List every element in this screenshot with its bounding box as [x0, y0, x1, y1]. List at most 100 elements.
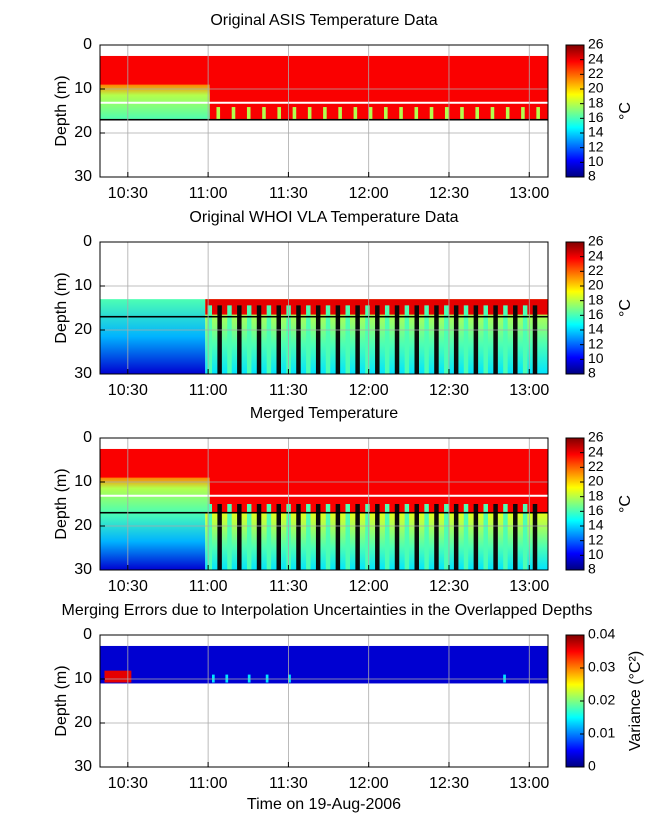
field-region — [483, 305, 488, 374]
field-region — [483, 504, 488, 570]
chart-title: Merging Errors due to Interpolation Unce… — [62, 602, 593, 619]
x-tick-label: 13:00 — [509, 382, 549, 399]
field-region — [463, 305, 469, 374]
colorbar-tick-label: 14 — [588, 517, 604, 533]
y-tick-label: 0 — [83, 36, 92, 53]
field-region — [325, 504, 331, 570]
field-region — [355, 504, 360, 570]
field-region — [424, 305, 429, 374]
field-region — [394, 504, 400, 570]
y-tick-label: 20 — [74, 517, 92, 534]
field-region — [353, 107, 358, 120]
colorbar — [565, 437, 585, 571]
colorbar-tick-label: 10 — [588, 546, 604, 562]
field-region — [100, 511, 548, 514]
field-region — [216, 107, 221, 120]
field-region — [292, 107, 297, 120]
colorbar-tick-label: 8 — [588, 561, 596, 577]
colorbar-tick-label: 0.03 — [588, 659, 615, 675]
x-axis-label: Time on 19-Aug-2006 — [247, 796, 401, 813]
field-region — [237, 305, 242, 374]
x-tick-label: 11:00 — [189, 578, 228, 595]
plot-frame — [99, 241, 549, 375]
field-region — [207, 504, 212, 570]
field-region — [256, 305, 262, 374]
colorbar-tick-label: 14 — [588, 124, 604, 140]
field-region — [335, 504, 341, 570]
y-tick-label: 10 — [74, 80, 92, 97]
field-region — [503, 504, 508, 570]
x-tick-label: 11:30 — [269, 382, 308, 399]
y-axis-label: Depth (m) — [53, 75, 70, 146]
field-region — [217, 305, 222, 374]
field-region — [414, 107, 419, 120]
field-region — [307, 107, 312, 120]
colorbar — [565, 44, 585, 178]
field-region — [444, 305, 449, 374]
field-region — [306, 504, 311, 570]
colorbar-tick-label: 20 — [588, 277, 604, 293]
field-region — [503, 305, 508, 374]
field-region — [414, 504, 419, 570]
colorbar-label: °C — [617, 299, 634, 317]
colorbar-tick-label: 12 — [588, 138, 604, 154]
colorbar-label: °C — [617, 495, 634, 513]
x-tick-label: 13:00 — [509, 775, 549, 792]
colorbar-tick-label: 24 — [588, 443, 604, 459]
y-tick-label: 10 — [74, 670, 92, 687]
colorbar-tick-label: 0 — [588, 758, 596, 774]
field-region — [434, 305, 439, 374]
field-region — [475, 107, 480, 120]
colorbar-tick-label: 0.02 — [588, 692, 615, 708]
x-tick-label: 11:00 — [189, 185, 228, 202]
field-region — [513, 504, 518, 570]
field-region — [246, 107, 251, 120]
chart-title: Original WHOI VLA Temperature Data — [189, 209, 458, 226]
field-region — [225, 674, 229, 683]
field-region — [266, 305, 272, 374]
y-tick-label: 30 — [74, 365, 92, 382]
field-region — [532, 305, 538, 374]
field-region — [335, 305, 341, 374]
field-region — [394, 305, 400, 374]
x-tick-label: 11:30 — [269, 185, 308, 202]
chart-title: Original ASIS Temperature Data — [210, 12, 437, 29]
field-region — [365, 504, 370, 570]
x-tick-label: 13:00 — [509, 185, 549, 202]
field-region — [473, 305, 479, 374]
colorbar-tick-label: 22 — [588, 65, 604, 81]
field-region — [227, 504, 232, 570]
field-region — [375, 305, 380, 374]
field-region — [306, 305, 311, 374]
plot-frame — [99, 437, 549, 571]
field-region — [384, 305, 390, 374]
field-region — [404, 305, 410, 374]
x-tick-label: 12:30 — [429, 382, 469, 399]
field-region — [345, 305, 350, 374]
x-tick-label: 12:30 — [429, 185, 469, 202]
colorbar-tick-label: 0.01 — [588, 725, 615, 741]
y-tick-label: 10 — [74, 473, 92, 490]
field-region — [265, 674, 269, 683]
field-region — [100, 118, 548, 121]
field-region — [217, 504, 222, 570]
colorbar-tick-label: 20 — [588, 473, 604, 489]
field-region — [100, 494, 548, 497]
colorbar-tick-label: 10 — [588, 153, 604, 169]
field-region — [315, 504, 321, 570]
y-axis-label: Depth (m) — [53, 665, 70, 736]
field-region — [227, 305, 232, 374]
field-region — [247, 674, 251, 683]
y-tick-label: 30 — [74, 758, 92, 775]
field-region — [536, 107, 540, 120]
chart-title: Merged Temperature — [250, 405, 398, 422]
field-region — [399, 107, 403, 120]
field-region — [473, 504, 479, 570]
colorbar-tick-label: 16 — [588, 306, 604, 322]
field-region — [246, 504, 252, 570]
x-tick-label: 11:30 — [269, 775, 308, 792]
colorbar-tick-label: 12 — [588, 335, 604, 351]
colorbar-tick-label: 26 — [588, 233, 604, 249]
field-region — [296, 504, 301, 570]
